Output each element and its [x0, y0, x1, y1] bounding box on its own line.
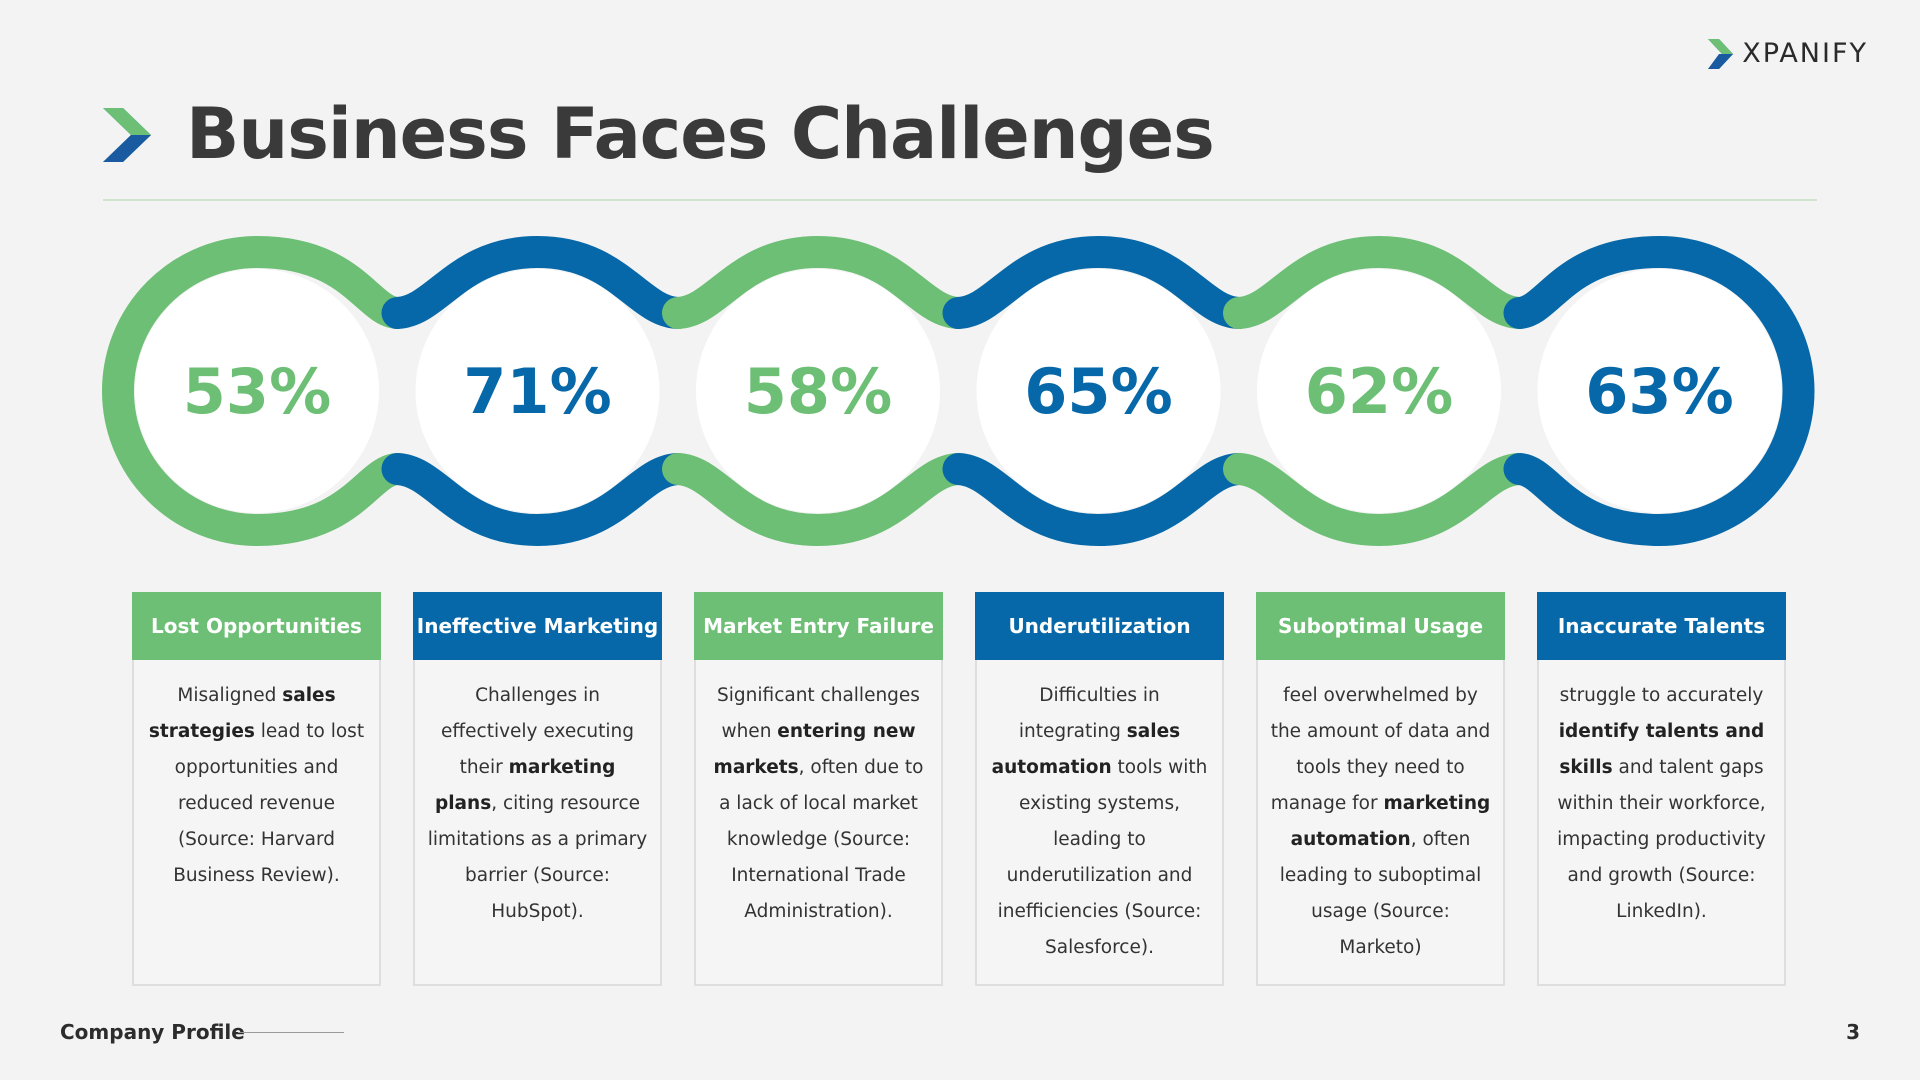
- stat-circle-5: [1257, 269, 1501, 513]
- card-title: Suboptimal Usage: [1256, 592, 1505, 660]
- stat-circle-1: [135, 269, 379, 513]
- challenge-card-4: Underutilization Difficulties in integrat…: [975, 592, 1224, 986]
- card-title: Underutilization: [975, 592, 1224, 660]
- challenge-card-1: Lost Opportunities Misaligned sales strat…: [132, 592, 381, 986]
- ring-arc-1: [102, 235, 413, 547]
- stat-value-4: 65%: [1024, 355, 1172, 428]
- card-description-text: tools with existing systems, leading to …: [997, 757, 1208, 958]
- stat-value-6: 63%: [1585, 355, 1733, 428]
- stat-circle-6: [1537, 269, 1782, 513]
- card-description-text: , citing resource limitations as a prima…: [427, 793, 648, 922]
- card-description-text: Significant challenges when: [717, 685, 920, 742]
- card-description-emphasis: entering new markets: [713, 721, 916, 778]
- title-divider: [103, 199, 1817, 201]
- stat-circle-3: [696, 269, 940, 513]
- card-description: Challenges in effectively executing thei…: [415, 660, 660, 930]
- card-title: Market Entry Failure: [694, 592, 943, 660]
- card-description-text: Challenges in effectively executing thei…: [441, 685, 634, 778]
- card-description-text: Difficulties in integrating: [1018, 685, 1160, 742]
- card-description: feel overwhelmed by the amount of data a…: [1258, 660, 1503, 966]
- card-description: Significant challenges when entering new…: [696, 660, 941, 930]
- card-description-text: , often due to a lack of local market kn…: [719, 757, 924, 922]
- card-description-text: , often leading to suboptimal usage (Sou…: [1279, 829, 1482, 958]
- footer-divider: [238, 1032, 344, 1033]
- card-description-text: and talent gaps within their workforce, …: [1557, 757, 1766, 922]
- ring-arc-4: [942, 235, 1255, 547]
- card-description-emphasis: marketing automation: [1290, 793, 1491, 850]
- card-title: Lost Opportunities: [132, 592, 381, 660]
- ring-arc-2: [381, 235, 694, 547]
- challenge-card-3: Market Entry Failure Significant challeng…: [694, 592, 943, 986]
- stat-circle-2: [415, 269, 660, 513]
- title-chevron-icon: [103, 108, 151, 162]
- card-description: struggle to accurately identify talents …: [1539, 660, 1784, 930]
- challenge-card-2: Ineffective Marketing Challenges in effec…: [413, 592, 662, 986]
- ring-arc-3: [662, 235, 974, 547]
- brand-name: XPANIFY: [1742, 38, 1868, 69]
- card-description-emphasis: identify talents and skills: [1558, 721, 1765, 778]
- stat-value-2: 71%: [463, 355, 611, 428]
- stat-circle-4: [976, 269, 1221, 513]
- card-description: Difficulties in integrating sales automa…: [977, 660, 1222, 966]
- stat-value-1: 53%: [183, 355, 331, 428]
- card-description-emphasis: sales automation: [991, 721, 1181, 778]
- card-title: Inaccurate Talents: [1537, 592, 1786, 660]
- card-description-text: Misaligned: [177, 685, 283, 706]
- card-description: Misaligned sales strategies lead to lost…: [134, 660, 379, 894]
- card-description-emphasis: sales strategies: [148, 685, 336, 742]
- brand-logo: XPANIFY: [1708, 38, 1868, 69]
- stat-value-5: 62%: [1305, 355, 1453, 428]
- page-title: Business Faces Challenges: [186, 93, 1215, 175]
- card-title: Ineffective Marketing: [413, 592, 662, 660]
- challenge-card-5: Suboptimal Usage feel overwhelmed by the …: [1256, 592, 1505, 986]
- card-description-emphasis: marketing plans: [434, 757, 616, 814]
- card-description-text: feel overwhelmed by the amount of data a…: [1270, 685, 1491, 814]
- card-description-text: lead to lost opportunities and reduced r…: [173, 721, 365, 886]
- brand-chevron-icon: [1708, 38, 1734, 69]
- ring-arc-5: [1223, 235, 1535, 547]
- card-description-text: struggle to accurately: [1559, 685, 1764, 706]
- ring-arc-6: [1503, 235, 1815, 547]
- page-number: 3: [1846, 1020, 1860, 1044]
- footer-label: Company Profile: [60, 1020, 245, 1044]
- stat-value-3: 58%: [744, 355, 892, 428]
- challenge-card-6: Inaccurate Talents struggle to accurately…: [1537, 592, 1786, 986]
